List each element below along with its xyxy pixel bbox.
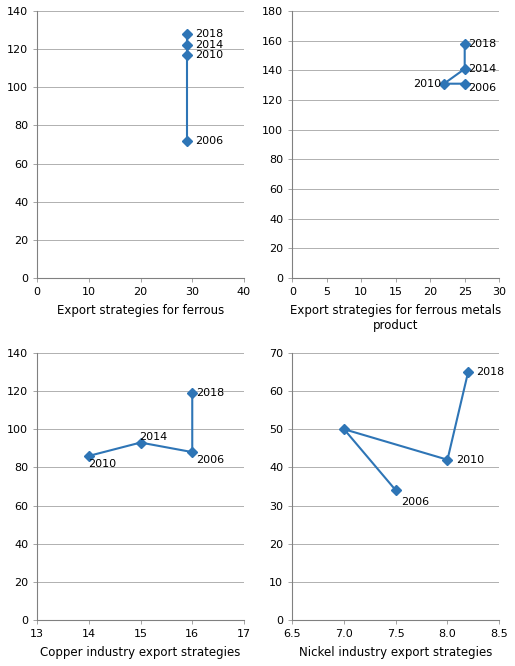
Text: 2006: 2006 [468, 83, 496, 93]
Text: 2006: 2006 [401, 497, 429, 507]
Text: 2010: 2010 [195, 50, 223, 60]
X-axis label: Nickel industry export strategies: Nickel industry export strategies [299, 646, 492, 659]
Text: 2006: 2006 [196, 455, 225, 465]
Text: 2006: 2006 [195, 136, 223, 146]
Text: 2010: 2010 [456, 455, 484, 465]
Text: 2014: 2014 [140, 432, 168, 442]
Text: 2018: 2018 [195, 29, 223, 39]
Text: 2014: 2014 [195, 41, 223, 51]
Text: 2018: 2018 [476, 367, 505, 377]
Text: 2018: 2018 [196, 388, 225, 398]
Text: 2010: 2010 [413, 79, 441, 89]
Text: 2014: 2014 [468, 64, 496, 74]
X-axis label: Export strategies for ferrous: Export strategies for ferrous [57, 304, 224, 317]
Text: 2014: 2014 [0, 665, 1, 666]
Text: 2010: 2010 [88, 459, 116, 469]
X-axis label: Export strategies for ferrous metals
product: Export strategies for ferrous metals pro… [290, 304, 502, 332]
Text: 2018: 2018 [468, 39, 496, 49]
X-axis label: Copper industry export strategies: Copper industry export strategies [40, 646, 241, 659]
